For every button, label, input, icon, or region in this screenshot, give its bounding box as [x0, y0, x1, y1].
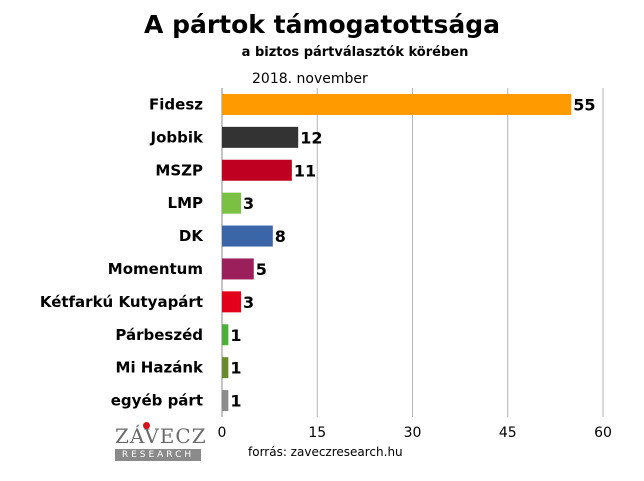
x-tick-label: 30	[404, 425, 422, 441]
category-label: MSZP	[155, 161, 203, 179]
value-label: 55	[573, 95, 595, 114]
value-label: 8	[275, 227, 286, 246]
logo-name: ZÁVECZ	[115, 424, 207, 448]
logo-dot-icon	[143, 422, 150, 429]
category-label: DK	[179, 227, 204, 245]
x-tick-label: 45	[499, 425, 517, 441]
category-label: Momentum	[108, 260, 203, 278]
x-tick-label: 0	[218, 425, 227, 441]
bar	[222, 258, 254, 280]
chart-subtitle: a biztos pártválasztók körében	[241, 45, 469, 60]
category-label: LMP	[168, 194, 203, 212]
category-label: egyéb párt	[111, 392, 203, 410]
value-label: 1	[230, 392, 241, 411]
bar	[222, 93, 572, 115]
logo-band: RESEARCH	[115, 449, 201, 461]
bar-layer	[222, 93, 572, 412]
value-label: 11	[294, 161, 316, 180]
category-label: Kétfarkú Kutyapárt	[40, 293, 203, 311]
bar	[222, 390, 229, 412]
period-label: 2018. november	[252, 71, 368, 87]
value-label: 3	[243, 194, 254, 213]
category-label: Fidesz	[149, 95, 203, 113]
zavecz-logo: ZÁVECZ RESEARCH	[115, 422, 207, 462]
bar	[222, 159, 292, 181]
value-label: 5	[256, 260, 267, 279]
category-label: Párbeszéd	[115, 326, 203, 344]
bar	[222, 225, 273, 247]
value-label: 1	[230, 359, 241, 378]
bar	[222, 324, 229, 346]
category-label: Jobbik	[150, 128, 205, 146]
bar	[222, 357, 229, 379]
bar	[222, 192, 242, 214]
bar	[222, 291, 242, 313]
chart-title: A pártok támogatottsága	[144, 10, 500, 39]
value-label: 1	[230, 326, 241, 345]
category-label: Mi Hazánk	[116, 359, 204, 377]
x-tick-label: 15	[308, 425, 326, 441]
value-label: 12	[300, 128, 322, 147]
x-tick-label: 60	[594, 425, 612, 441]
value-label: 3	[243, 293, 254, 312]
bar	[222, 126, 299, 148]
source-note: forrás: zaveczresearch.hu	[248, 445, 403, 459]
